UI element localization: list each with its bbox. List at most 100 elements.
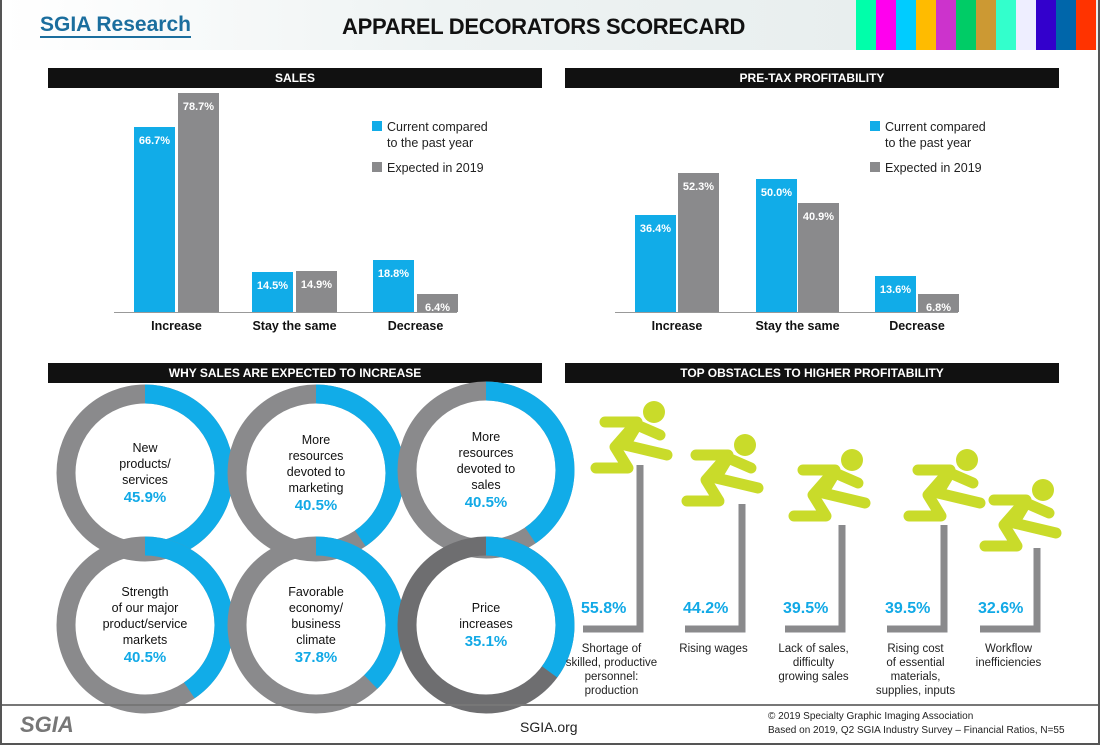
donut-label-line: resources	[458, 446, 514, 460]
obstacle-label-line: materials,	[890, 671, 941, 683]
obstacle-label-line: skilled, productive	[565, 657, 658, 669]
donut-label-line: product/service	[102, 617, 188, 631]
donut-label-line: climate	[296, 633, 336, 647]
obstacle-label-line: of essential	[886, 657, 945, 669]
donut-percent: 37.8%	[294, 649, 338, 666]
footer-source: Based on 2019, Q2 SGIA Industry Survey –…	[768, 725, 1065, 736]
donut-label-line: sales	[471, 478, 501, 492]
obstacle-label-line: growing sales	[778, 671, 849, 683]
chart-legend: Current compared to the past year Expected…	[372, 119, 488, 176]
bar-current: 66.7%	[134, 126, 175, 312]
donut-value-arc	[56, 536, 234, 714]
sgia-research-logo: SGIA Research	[40, 13, 191, 38]
donut-label-line: services	[122, 473, 168, 487]
donut-label-line: More	[471, 430, 501, 444]
donut-label-line: New	[132, 441, 158, 455]
obstacle-label-line: production	[584, 685, 639, 697]
obstacle-label-line: Workflow	[984, 643, 1033, 655]
legend-current-cont: to the past year	[387, 136, 474, 150]
donut-value-arc	[56, 384, 234, 562]
donut-percent: 40.5%	[294, 497, 338, 514]
donut-label-line: marketing	[288, 481, 344, 495]
x-axis-line	[114, 312, 457, 313]
sales-section-title: SALES	[48, 68, 542, 88]
x-axis-line	[615, 312, 958, 313]
bar-current: 50.0%	[756, 179, 797, 312]
runner-icon	[590, 401, 673, 474]
bar-expected: 52.3%	[678, 172, 719, 312]
bar-current: 36.4%	[635, 215, 676, 312]
donut-label-line: resources	[288, 449, 344, 463]
donut-percent: 40.5%	[123, 649, 167, 666]
footer-divider	[2, 704, 1098, 706]
why-sales-section-title: WHY SALES ARE EXPECTED TO INCREASE	[48, 363, 542, 383]
donut-label-line: increases	[459, 617, 513, 631]
obstacle-percent: 44.2%	[683, 600, 729, 617]
donut-label: Price increases 35.1%	[396, 535, 576, 715]
donut-label: Favorable economy/business climate 37.8%	[226, 535, 406, 715]
obstacle-label-line: Rising wages	[679, 643, 748, 655]
bar-expected: 6.4%	[417, 294, 458, 314]
obstacle-label: Lack of sales, difficulty growing sales	[759, 642, 869, 684]
obstacle-label-line: supplies, inputs	[875, 685, 956, 697]
category-label: Decrease	[387, 319, 444, 333]
obstacle-label: Rising cost of essential materials, supplie…	[861, 642, 971, 698]
legend-current-cont: to the past year	[885, 136, 972, 150]
header: SGIA Research APPAREL DECORATORS SCORECA…	[2, 0, 1098, 50]
hurdle-bar	[785, 525, 846, 633]
category-label: Stay the same	[755, 319, 840, 333]
page-title: APPAREL DECORATORS SCORECARD	[342, 14, 746, 39]
obstacle-label: Shortage of skilled, productive personnel:…	[557, 642, 667, 698]
obstacle-label-line: personnel:	[584, 671, 639, 683]
runner-icon	[903, 449, 986, 522]
obstacle-label-line: Lack of sales,	[778, 643, 849, 655]
donut-value-arc	[397, 381, 575, 559]
donut-label-line: Price	[471, 601, 501, 615]
category-label: Increase	[651, 319, 703, 333]
category-label: Increase	[151, 319, 202, 333]
obstacle-percent: 55.8%	[581, 600, 627, 617]
sgia-footer-logo: SGIA	[20, 712, 74, 737]
donut-value-arc	[227, 384, 405, 562]
donut-label-line: products/	[119, 457, 171, 471]
chart-legend: Current compared to the past year Expected…	[870, 119, 986, 176]
legend-current: Current compared	[372, 119, 488, 135]
legend-expected: Expected in 2019	[372, 160, 488, 176]
legend-expected: Expected in 2019	[870, 160, 986, 176]
runner-icon	[979, 479, 1062, 552]
obstacle-label-line: Shortage of	[581, 643, 642, 655]
donut-value-arc	[227, 536, 405, 714]
donut-percent: 45.9%	[123, 489, 167, 506]
footer-site-link[interactable]: SGIA.org	[520, 719, 578, 735]
donut-percent: 40.5%	[464, 494, 508, 511]
donut-label-line: devoted to	[456, 462, 516, 476]
obstacle-label-line: difficulty	[792, 657, 835, 669]
category-label: Stay the same	[252, 319, 337, 333]
donut-label: Strength of our major product/service marke…	[55, 535, 235, 715]
bar-current: 13.6%	[875, 275, 916, 312]
donut-label-line: devoted to	[286, 465, 346, 479]
bar-current: 14.5%	[252, 271, 293, 312]
obstacle-percent: 39.5%	[783, 600, 829, 617]
profitability-section-title: PRE-TAX PROFITABILITY	[565, 68, 1059, 88]
bar-expected: 78.7%	[178, 93, 219, 312]
obstacle-label: Workflow inefficiencies	[954, 642, 1064, 670]
obstacle-percent: 32.6%	[978, 600, 1024, 617]
donut-label-line: business	[291, 617, 341, 631]
donut-label: More resources devoted to sales 40.5%	[396, 380, 576, 560]
donut-label-line: Favorable	[288, 585, 344, 599]
donut-label-line: Strength	[121, 585, 169, 599]
bar-expected: 14.9%	[296, 270, 337, 312]
obstacle-label: Rising wages	[659, 642, 769, 656]
hurdle-bar	[980, 548, 1041, 633]
hurdle-bar	[887, 525, 948, 633]
donut-label-line: More	[301, 433, 331, 447]
donut-label-line: economy/	[288, 601, 344, 615]
category-label: Decrease	[889, 319, 945, 333]
bar-expected: 40.9%	[798, 203, 839, 312]
donut-label: More resources devoted to marketing 40.5%	[226, 383, 406, 563]
donut-percent: 35.1%	[464, 633, 508, 650]
hurdle-bar	[685, 504, 746, 633]
